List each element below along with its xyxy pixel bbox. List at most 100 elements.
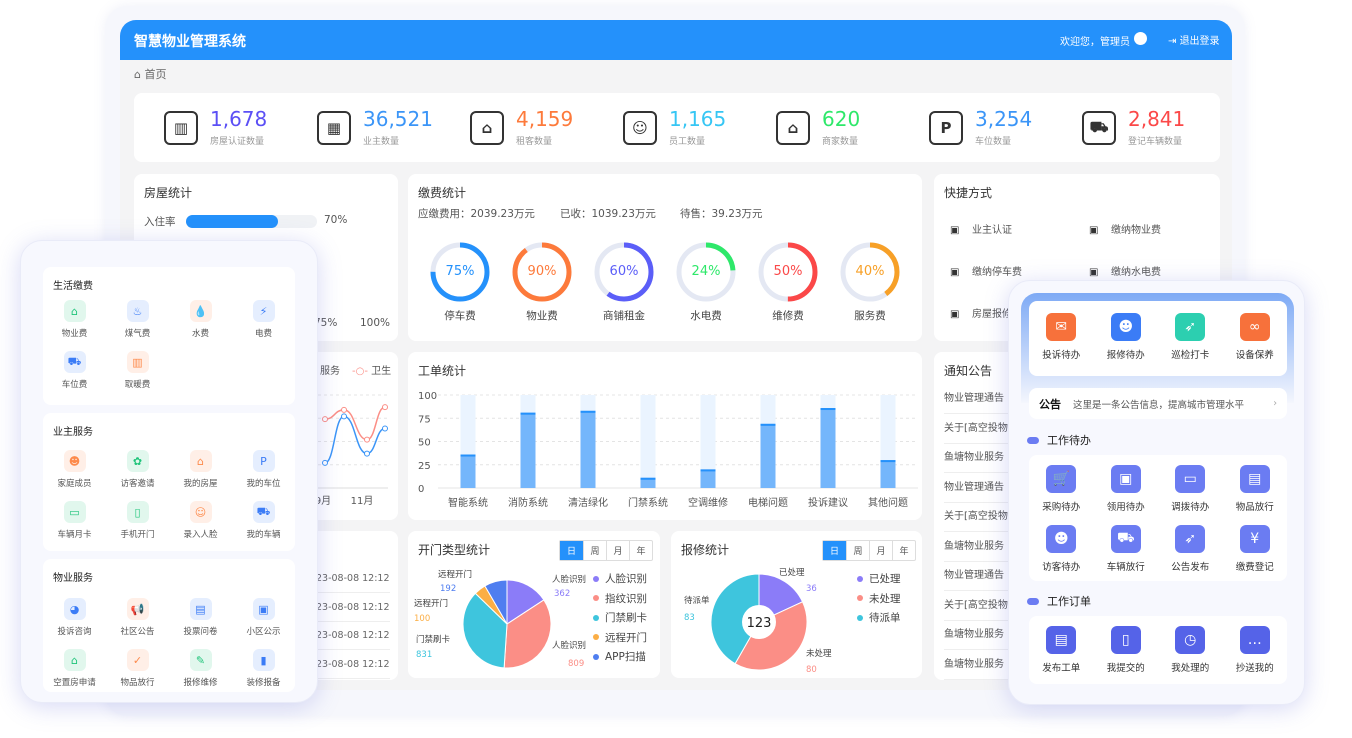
legend-item[interactable]: APP扫描	[593, 647, 647, 667]
work-item[interactable]: ▤ 发布工单	[1029, 626, 1094, 674]
parking-fee-icon: ▣	[950, 267, 960, 278]
legend-item[interactable]: 待派单	[857, 608, 901, 628]
legend-item[interactable]: 人脸识别	[593, 569, 647, 589]
data-point	[364, 450, 370, 457]
notice-item[interactable]: 关于[高空投物	[944, 414, 1020, 444]
service-item[interactable]: ⛟ 车位费	[43, 351, 106, 390]
legend-item[interactable]: 未处理	[857, 589, 901, 609]
service-item[interactable]: ⛟ 我的车辆	[232, 501, 295, 540]
service-item[interactable]: ✓ 物品放行	[106, 649, 169, 688]
data-label-value: 831	[416, 650, 432, 660]
legend-item[interactable]: 远程开门	[593, 628, 647, 648]
breadcrumb[interactable]: ⌂ 首页	[134, 66, 166, 82]
period-1[interactable]: 周	[583, 541, 606, 560]
door-pie-chart: 人脸识别 362 人脸识别 809 门禁刷卡 831 远程开门 100 远程开门 192	[414, 569, 586, 669]
service-item[interactable]: ▭ 车辆月卡	[43, 501, 106, 540]
work-item[interactable]: ▣ 领用待办	[1094, 465, 1159, 513]
data-point	[322, 416, 328, 423]
notice-item[interactable]: 关于[高空投物	[944, 591, 1020, 621]
shortcut-2[interactable]: ▣ 缴纳停车费	[950, 263, 1022, 278]
stat-text: 3,254 车位数量	[975, 108, 1032, 147]
quick-item[interactable]: ✉ 投诉待办	[1029, 313, 1094, 361]
work-item[interactable]: ➶ 公告发布	[1158, 525, 1223, 573]
service-label: 取暖费	[124, 380, 151, 390]
notice-bar[interactable]: 公告 这里是一条公告信息，提高城市管理水平 ›	[1029, 388, 1287, 419]
work-item[interactable]: ◷ 我处理的	[1158, 626, 1223, 674]
y-tick-label: 75	[418, 414, 431, 425]
work-item[interactable]: ☻ 访客待办	[1029, 525, 1094, 573]
shortcut-1[interactable]: ▣ 缴纳物业费	[1089, 221, 1161, 236]
x-tick-label: 其他问题	[868, 496, 908, 509]
period-0[interactable]: 日	[560, 541, 583, 560]
logout-button[interactable]: ⇥ 退出登录	[1168, 32, 1220, 47]
shortcut-3[interactable]: ▣ 缴纳水电费	[1089, 263, 1161, 278]
legend-item[interactable]: 门禁刷卡	[593, 608, 647, 628]
notice-item[interactable]: 物业管理通告	[944, 473, 1020, 503]
service-item[interactable]: ✎ 报修维修	[169, 649, 232, 688]
bar-cap	[700, 469, 716, 472]
service-item[interactable]: ♨ 煤气费	[106, 300, 169, 339]
house-key-icon: ⌂	[470, 110, 504, 145]
work-item[interactable]: ¥ 缴费登记	[1223, 525, 1288, 573]
work-item[interactable]: ⛟ 车辆放行	[1094, 525, 1159, 573]
shortcut-4[interactable]: ▣ 房屋报修	[950, 305, 1012, 320]
notice-item[interactable]: 物业管理通告	[944, 561, 1020, 591]
series-line-0	[324, 415, 386, 464]
period-1[interactable]: 周	[846, 541, 869, 560]
service-item[interactable]: P 我的车位	[232, 450, 295, 489]
notice-item[interactable]: 鱼塘物业服务	[944, 650, 1020, 680]
service-item[interactable]: ◕ 投诉咨询	[43, 598, 106, 637]
period-selector[interactable]: 日周月年	[559, 540, 653, 561]
notice-item[interactable]: 鱼塘物业服务	[944, 532, 1020, 562]
period-selector[interactable]: 日周月年	[822, 540, 916, 561]
service-item[interactable]: ⌂ 空置房申请	[43, 649, 106, 688]
work-item[interactable]: ▭ 调拨待办	[1158, 465, 1223, 513]
service-item[interactable]: ✿ 访客邀请	[106, 450, 169, 489]
service-item[interactable]: ☺ 录入人脸	[169, 501, 232, 540]
notice-item[interactable]: 物业管理通告	[944, 384, 1020, 414]
stat-item: ⛟ 2,841 登记车辆数量	[1082, 93, 1185, 162]
notice-item[interactable]: 鱼塘物业服务	[944, 620, 1020, 650]
service-item[interactable]: ▮ 装修报备	[232, 649, 295, 688]
service-item[interactable]: ⌂ 我的房屋	[169, 450, 232, 489]
period-3[interactable]: 年	[629, 541, 652, 560]
period-3[interactable]: 年	[892, 541, 915, 560]
y-tick-label: 25	[418, 461, 431, 472]
service-item[interactable]: ▯ 手机开门	[106, 501, 169, 540]
quick-item[interactable]: ➶ 巡检打卡	[1158, 313, 1223, 361]
notice-item[interactable]: 鱼塘物业服务	[944, 443, 1020, 473]
legend-dot-icon	[857, 595, 863, 602]
y-tick-label: 50	[418, 438, 431, 449]
period-0[interactable]: 日	[823, 541, 846, 560]
stat-value: 620	[822, 107, 861, 131]
work-item[interactable]: ▤ 物品放行	[1223, 465, 1288, 513]
service-item[interactable]: ⚡ 电费	[232, 300, 295, 339]
gauge-value: 40%	[855, 264, 885, 279]
car-icon: ⛟	[1082, 110, 1116, 145]
legend-item[interactable]: 指纹识别	[593, 589, 647, 609]
shortcut-0[interactable]: ▣ 业主认证	[950, 221, 1012, 236]
quick-item[interactable]: ☻ 报修待办	[1094, 313, 1159, 361]
bar	[640, 477, 656, 488]
service-item[interactable]: 💧 水费	[169, 300, 232, 339]
service-label: 小区公示	[246, 627, 281, 637]
period-2[interactable]: 月	[869, 541, 892, 560]
service-item[interactable]: ▤ 投票问卷	[169, 598, 232, 637]
period-2[interactable]: 月	[606, 541, 629, 560]
service-label: 物业费	[61, 329, 88, 339]
building-icon: ▥	[164, 110, 198, 145]
work-item[interactable]: 🛒 采购待办	[1029, 465, 1094, 513]
avatar[interactable]	[1134, 32, 1147, 45]
service-item[interactable]: ☻ 家庭成员	[43, 450, 106, 489]
notices-title: 通知公告	[944, 364, 993, 378]
service-item[interactable]: 📢 社区公告	[106, 598, 169, 637]
quick-item[interactable]: ∞ 设备保养	[1223, 313, 1288, 361]
work-item[interactable]: ▯ 我提交的	[1094, 626, 1159, 674]
work-item[interactable]: … 抄送我的	[1223, 626, 1288, 674]
service-item[interactable]: ⌂ 物业费	[43, 300, 106, 339]
legend-item[interactable]: 已处理	[857, 569, 901, 589]
notice-item[interactable]: 关于[高空投物	[944, 502, 1020, 532]
service-item[interactable]: ▥ 取暖费	[106, 351, 169, 390]
service-item[interactable]: ▣ 小区公示	[232, 598, 295, 637]
service-label: 煤气费	[124, 329, 151, 339]
